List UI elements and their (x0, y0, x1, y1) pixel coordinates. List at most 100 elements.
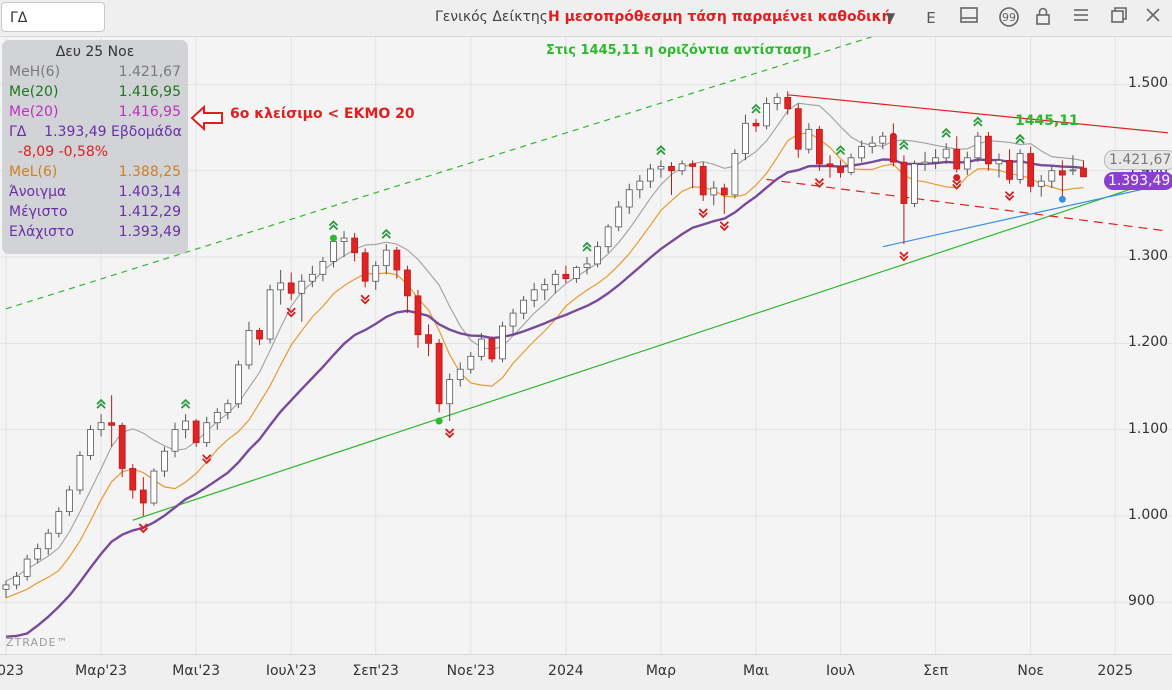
candle-body (256, 329, 263, 340)
candle-body (340, 237, 348, 242)
buy-signal-marker (751, 103, 761, 114)
x-tick-label: 2025 (1097, 663, 1133, 679)
candle-body (234, 364, 242, 405)
candle-body (710, 187, 718, 196)
candle-body (625, 189, 633, 208)
x-tick-label: Μαι'23 (172, 663, 220, 679)
candle-body (942, 148, 950, 159)
candle-body (372, 265, 380, 282)
menu-icon[interactable] (1068, 6, 1094, 30)
y-tick-label: 1.300 (1128, 248, 1169, 265)
chevron-down-icon[interactable]: ▼ (886, 10, 896, 24)
candle-body (298, 280, 306, 294)
candle-body (509, 312, 517, 327)
candle-body (583, 263, 591, 268)
candle-body (382, 249, 390, 267)
candle-body (171, 429, 179, 452)
candle-body (604, 226, 612, 248)
candle-body (826, 163, 834, 167)
candle-body (520, 299, 528, 314)
resistance-line (787, 94, 1169, 134)
meh-price-tag: 1.421,67 (1104, 150, 1172, 170)
candle-body (995, 160, 1003, 165)
legend-label: MeL(6) (9, 164, 58, 180)
price-chart[interactable] (0, 37, 1172, 654)
y-tick-label: 1.100 (1128, 420, 1169, 437)
candle-body (213, 411, 221, 424)
trendlines (5, 37, 1169, 521)
candle-body (763, 103, 770, 127)
legend-label: Άνοιγμα (9, 184, 67, 200)
candle-body (97, 422, 105, 431)
candle-body (446, 379, 454, 405)
candle-body (330, 241, 337, 262)
candle-body (435, 342, 443, 405)
candle-body (13, 575, 20, 586)
candle-body (404, 269, 411, 297)
candle-body (615, 206, 623, 228)
candle-body (87, 429, 94, 456)
y-tick-label: 1.000 (1128, 506, 1169, 523)
legend-label: Me(20) (9, 104, 59, 120)
candle-body (1080, 167, 1087, 178)
candle-body (150, 470, 158, 504)
legend-row: Me(20) 1.416,95 (9, 102, 181, 122)
candle-body (742, 122, 749, 154)
symbol-input[interactable]: ΓΔ (1, 2, 105, 32)
candle-body (361, 252, 369, 282)
y-tick-label: 1.500 (1128, 75, 1169, 92)
candle-body (118, 424, 126, 469)
legend-row: Ελάχιστο 1.393,49 (9, 222, 181, 242)
candle-body (900, 161, 908, 204)
candle-body (879, 135, 887, 144)
buy-signal-marker (582, 241, 592, 252)
candle-body (573, 267, 580, 280)
blue-support-line (882, 183, 1169, 248)
sell-signal-marker (1004, 191, 1015, 201)
legend-value: 1.412,29 (118, 204, 181, 220)
candle-body (467, 355, 475, 370)
candle-body (921, 161, 929, 165)
legend-row: ΓΔ 1.393,49 Εβδομάδα (9, 122, 182, 142)
candle-body (65, 489, 73, 513)
candle-body (182, 420, 189, 431)
candle-body (636, 180, 644, 191)
period-button[interactable]: E (926, 9, 936, 27)
legend-label: -8,09 -0,58% (9, 144, 109, 160)
resistance-annotation: Στις 1445,11 η οριζόντια αντίσταση (546, 43, 812, 58)
candle-body (911, 163, 918, 204)
pivot-dot (953, 174, 961, 182)
sell-signal-marker (719, 221, 729, 232)
signal-markers (96, 103, 1066, 534)
candle-body (551, 273, 559, 286)
toolbar: ΓΔ Γενικός Δείκτης Η μεσοπρόθεσμη τάση π… (0, 0, 1172, 37)
candle-body (277, 282, 285, 291)
x-tick-label: 2024 (548, 663, 584, 679)
candle-body (477, 338, 485, 357)
candle-body (488, 338, 496, 360)
sell-signal-marker (698, 208, 708, 219)
candles (2, 91, 1087, 598)
restore-icon[interactable] (1106, 6, 1132, 30)
buy-signal-marker (835, 145, 846, 156)
sell-signal-marker (286, 307, 296, 318)
legend-row: MeL(6) 1.388,25 (9, 162, 181, 182)
legend-label: MeH(6) (9, 64, 61, 80)
candle-body (773, 97, 781, 104)
candle-body (963, 157, 971, 170)
candle-body (34, 548, 42, 560)
svg-text:99: 99 (1002, 11, 1016, 24)
x-tick-label: Νοε (1017, 663, 1044, 679)
resistance-level-label: 1445,11 (1015, 113, 1079, 129)
lock-icon[interactable] (1030, 6, 1056, 30)
pivot-dot (329, 234, 337, 242)
candle-body (1058, 170, 1066, 176)
arrow-left-icon (190, 105, 223, 131)
panel-icon[interactable] (956, 6, 982, 30)
close-icon[interactable] (1140, 6, 1166, 30)
legend-value: 1.421,67 (118, 64, 181, 80)
quote-icon[interactable]: 99 (996, 6, 1022, 30)
x-tick-label: 2023 (0, 663, 24, 679)
legend-label: Ελάχιστο (9, 224, 75, 240)
candle-body (1016, 153, 1024, 180)
